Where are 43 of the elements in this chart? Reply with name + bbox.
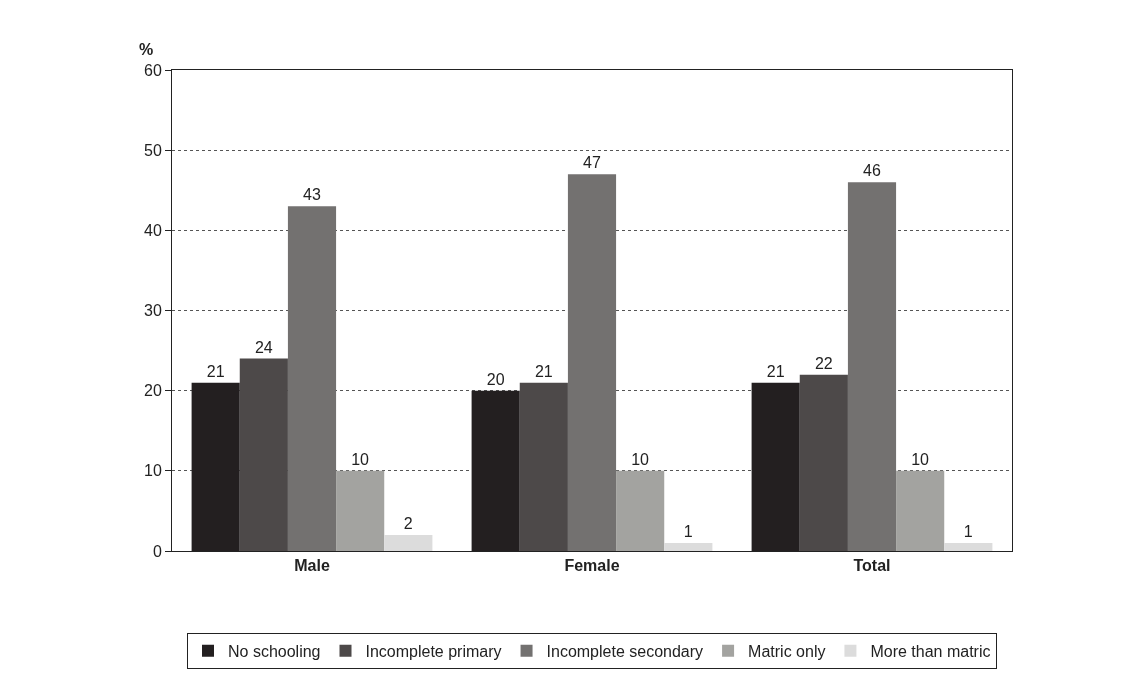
- bar: [239, 358, 288, 551]
- data-label: 1: [683, 522, 693, 540]
- y-tick-label: 40: [144, 221, 162, 239]
- y-axis-title: %: [139, 41, 154, 58]
- legend-label: No schooling: [228, 642, 321, 660]
- data-label: 21: [766, 362, 785, 380]
- bar: [664, 542, 713, 551]
- x-tick-label: Female: [564, 557, 620, 575]
- data-label: 20: [486, 370, 505, 388]
- bar: [287, 206, 337, 551]
- data-label: 46: [863, 162, 881, 180]
- x-tick-label: Total: [853, 557, 891, 575]
- bar: [384, 534, 433, 551]
- bar: [567, 174, 617, 551]
- y-tick-label: 60: [144, 61, 162, 79]
- y-tick-label: 50: [144, 141, 162, 159]
- data-label: 10: [351, 450, 370, 468]
- x-tick-label: Male: [294, 557, 330, 575]
- data-label: 21: [534, 362, 553, 380]
- legend-label: Matric only: [748, 642, 826, 660]
- bar: [847, 182, 897, 551]
- y-tick-label: 0: [152, 542, 162, 560]
- data-label: 2: [403, 514, 413, 532]
- bar: [799, 374, 848, 551]
- data-label: 10: [911, 450, 930, 468]
- data-label: 22: [814, 354, 833, 372]
- data-label: 24: [254, 338, 273, 356]
- bar: [944, 542, 993, 551]
- y-tick-label: 20: [144, 382, 162, 400]
- data-label: 21: [206, 362, 225, 380]
- data-label: 47: [583, 154, 601, 172]
- data-label: 43: [303, 186, 321, 204]
- legend-label: Incomplete primary: [365, 642, 502, 660]
- y-tick-label: 10: [144, 462, 162, 480]
- legend-label: More than matric: [870, 642, 991, 660]
- y-tick-label: 30: [144, 302, 162, 320]
- bar: [336, 470, 385, 551]
- bar: [616, 470, 665, 551]
- legend-label: Incomplete secondary: [546, 642, 704, 660]
- bar: [519, 382, 568, 551]
- bar: [896, 470, 945, 551]
- data-label: 1: [963, 522, 973, 540]
- data-label: 10: [631, 450, 650, 468]
